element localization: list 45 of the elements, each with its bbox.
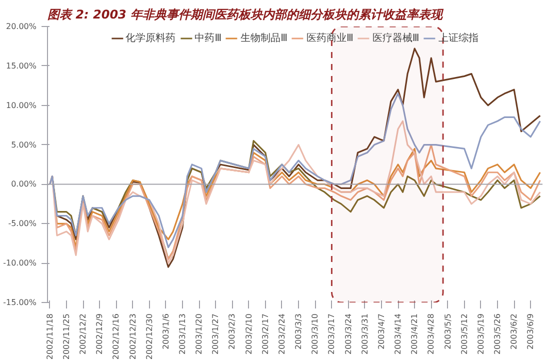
x-tick-label: 2002/12/30 — [144, 314, 154, 360]
x-tick-label: 2002/12/23 — [128, 314, 138, 360]
x-tick-label: 2003/6/2 — [510, 313, 519, 350]
legend-label: 生物制品Ⅲ — [240, 32, 288, 45]
x-tick-label: 2003/4/21 — [410, 313, 420, 355]
legend-label: 化学原料药 — [126, 32, 176, 45]
x-tick-label: 2003/5/26 — [493, 313, 502, 355]
y-tick-label: 10.00% — [6, 100, 37, 110]
x-tick-label: 2003/5/5 — [443, 313, 452, 350]
y-tick-label: 20.00% — [6, 22, 37, 31]
x-tick-label: 2003/4/14 — [394, 313, 403, 355]
legend-label: 中药Ⅲ — [194, 32, 222, 45]
x-tick-label: 2003/1/20 — [194, 313, 204, 355]
x-tick-label: 2003/2/17 — [260, 313, 270, 355]
x-tick-label: 2002/11/25 — [62, 314, 71, 360]
x-tick-label: 2002/11/18 — [45, 314, 54, 360]
chart-title: 图表 2: 2003 年非典事件期间医药板块内部的细分板块的累计收益率表现 — [48, 8, 445, 22]
x-tick-label: 2003/3/10 — [310, 313, 320, 355]
legend-label: 医疗器械Ⅲ — [372, 32, 420, 45]
legend-label: 上证综指 — [438, 32, 478, 45]
x-tick-label: 2003/3/31 — [360, 313, 370, 355]
x-tick-label: 2003/4/28 — [426, 313, 436, 355]
x-tick-label: 2003/3/3 — [294, 313, 304, 350]
x-tick-label: 2003/1/13 — [178, 313, 187, 355]
y-tick-label: 5.00% — [11, 140, 37, 150]
y-tick-label: -15.00% — [3, 298, 37, 307]
y-tick-label: -5.00% — [8, 219, 37, 228]
x-tick-label: 2003/6/9 — [526, 313, 536, 350]
x-tick-label: 2003/4/7 — [376, 313, 386, 350]
x-tick-label: 2002/12/2 — [78, 313, 88, 355]
x-tick-label: 2002/12/9 — [95, 313, 104, 355]
y-tick-label: 0.00% — [11, 180, 37, 189]
x-tick-label: 2003/1/27 — [211, 313, 220, 355]
x-tick-label: 2003/2/10 — [244, 313, 254, 355]
x-tick-label: 2003/2/24 — [277, 313, 286, 355]
x-tick-label: 2003/3/17 — [327, 313, 336, 355]
x-tick-label: 2003/1/6 — [161, 313, 170, 350]
x-tick-label: 2003/5/19 — [476, 313, 486, 355]
x-tick-label: 2003/3/24 — [344, 313, 353, 355]
y-tick-label: 15.00% — [6, 61, 37, 70]
x-tick-label: 2003/2/3 — [228, 313, 237, 350]
x-tick-label: 2002/12/16 — [112, 314, 121, 360]
y-tick-label: -10.00% — [3, 258, 37, 268]
legend-label: 医药商业Ⅲ — [306, 32, 354, 45]
x-tick-label: 2003/5/12 — [460, 313, 469, 355]
